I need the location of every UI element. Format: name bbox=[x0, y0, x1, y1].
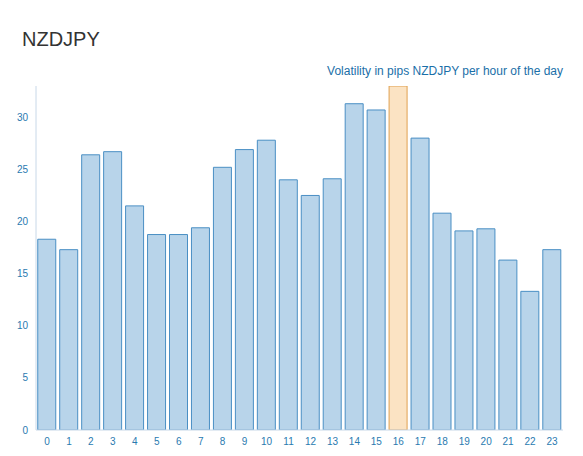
svg-text:20: 20 bbox=[481, 436, 493, 447]
svg-text:9: 9 bbox=[242, 436, 248, 447]
svg-text:5: 5 bbox=[22, 372, 28, 383]
svg-text:4: 4 bbox=[132, 436, 138, 447]
svg-text:25: 25 bbox=[17, 164, 29, 175]
svg-text:0: 0 bbox=[22, 425, 28, 436]
svg-text:3: 3 bbox=[110, 436, 116, 447]
svg-text:8: 8 bbox=[220, 436, 226, 447]
svg-text:14: 14 bbox=[349, 436, 361, 447]
svg-text:19: 19 bbox=[459, 436, 471, 447]
html-text:Volatility in pips NZDJPY per: Volatility in pips NZDJPY per hour of th… bbox=[327, 64, 563, 78]
svg-text:6: 6 bbox=[176, 436, 182, 447]
svg-text:23: 23 bbox=[546, 436, 558, 447]
svg-text:12: 12 bbox=[305, 436, 317, 447]
svg-text:2: 2 bbox=[88, 436, 94, 447]
svg-text:21: 21 bbox=[503, 436, 515, 447]
svg-text:13: 13 bbox=[327, 436, 339, 447]
svg-text:5: 5 bbox=[154, 436, 160, 447]
svg-text:17: 17 bbox=[415, 436, 427, 447]
svg-text:1: 1 bbox=[66, 436, 72, 447]
svg-text:15: 15 bbox=[17, 268, 29, 279]
svg-text:30: 30 bbox=[17, 112, 29, 123]
svg-text:16: 16 bbox=[393, 436, 405, 447]
svg-text:15: 15 bbox=[371, 436, 383, 447]
svg-text:10: 10 bbox=[17, 320, 29, 331]
svg-text:0: 0 bbox=[44, 436, 50, 447]
svg-text:11: 11 bbox=[283, 436, 294, 447]
svg-text:20: 20 bbox=[17, 216, 29, 227]
svg-text:18: 18 bbox=[437, 436, 449, 447]
svg-text:10: 10 bbox=[261, 436, 273, 447]
svg-text:7: 7 bbox=[198, 436, 204, 447]
html-text:NZDJPY: NZDJPY bbox=[22, 28, 100, 50]
svg-text:22: 22 bbox=[525, 436, 537, 447]
